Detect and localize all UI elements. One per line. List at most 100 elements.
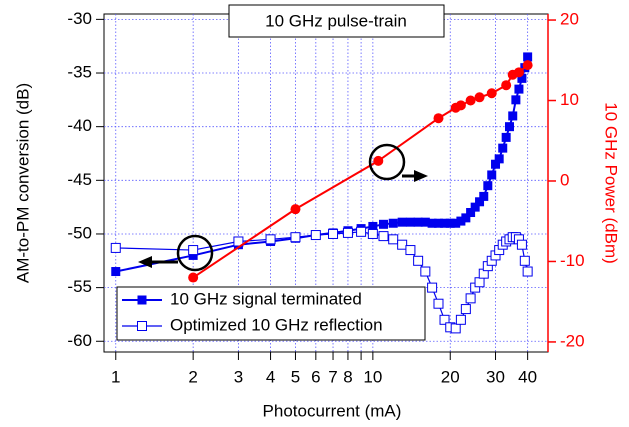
point (511, 95, 521, 105)
chart-title: 10 GHz pulse-train (265, 11, 407, 30)
point (310, 230, 321, 241)
point (466, 208, 476, 218)
point (516, 239, 527, 250)
point (445, 218, 455, 228)
point (523, 52, 533, 62)
point (367, 228, 378, 239)
point (188, 272, 199, 283)
point (405, 245, 416, 256)
series-line (115, 56, 529, 273)
legend-label: 10 GHz signal terminated (170, 289, 362, 308)
point (413, 255, 424, 266)
point (137, 295, 147, 305)
y-tick-label: -45 (67, 170, 92, 189)
y2-tick-label: 20 (560, 10, 579, 29)
y-tick-label: -55 (67, 277, 92, 296)
point (342, 227, 353, 238)
point (378, 219, 388, 229)
x-tick-label: 40 (518, 367, 537, 386)
point (461, 213, 471, 223)
point (522, 60, 533, 71)
y-axis-label: AM-to-PM conversion (dB) (13, 83, 32, 283)
point (110, 242, 121, 253)
y-tick-label: -40 (67, 116, 92, 135)
point (328, 228, 339, 239)
x-tick-label: 3 (234, 367, 243, 386)
x-tick-label: 8 (343, 367, 352, 386)
legend-label: Optimized 10 GHz reflection (170, 315, 383, 334)
point (501, 80, 512, 91)
point (474, 277, 485, 288)
point (504, 122, 514, 132)
point (111, 267, 121, 277)
point (465, 95, 476, 106)
point (188, 250, 198, 260)
y-tick-label: -60 (67, 331, 92, 350)
legend: 10 GHz signal terminated Optimized 10 GHz… (116, 286, 426, 341)
point (440, 218, 450, 228)
point (265, 234, 276, 245)
y2-tick-label: 0 (560, 170, 569, 189)
point (137, 321, 147, 331)
point (517, 73, 527, 83)
legend-box (116, 286, 426, 341)
y-tick-label: -35 (67, 63, 92, 82)
y2-tick-label: -10 (560, 251, 585, 270)
x-tick-label: 5 (291, 367, 300, 386)
point (433, 298, 444, 309)
point (460, 304, 471, 315)
point (522, 266, 533, 277)
point (420, 217, 430, 227)
point (433, 218, 443, 228)
point (514, 84, 524, 94)
annotation-circle (176, 234, 214, 272)
point (451, 218, 461, 228)
point (486, 88, 497, 99)
point (456, 216, 466, 226)
point (465, 293, 476, 304)
x-tick-label: 2 (188, 367, 197, 386)
point (519, 255, 530, 266)
point (368, 221, 378, 231)
point (439, 314, 450, 325)
y-tick-label: -50 (67, 223, 92, 242)
point (388, 218, 398, 228)
point (479, 191, 489, 201)
x-tick-label: 20 (441, 367, 460, 386)
point (513, 67, 524, 78)
x-axis-label: Photocurrent (mA) (263, 401, 402, 420)
point (494, 154, 504, 164)
x-tick-label: 4 (266, 367, 275, 386)
point (413, 217, 423, 227)
marks (110, 52, 533, 334)
x-tick-label: 6 (311, 367, 320, 386)
point (474, 92, 485, 103)
point (373, 155, 384, 166)
y2-tick-label: -20 (560, 331, 585, 350)
point (420, 266, 431, 277)
point (487, 170, 497, 180)
arrow-head (138, 256, 152, 268)
y2-tick-label: 10 (560, 90, 579, 109)
point (397, 217, 407, 227)
point (455, 100, 466, 111)
point (427, 282, 438, 293)
y-tick-label: -30 (67, 9, 92, 28)
point (498, 143, 508, 153)
point (290, 232, 301, 243)
point (388, 234, 399, 245)
x-tick-label: 1 (111, 367, 120, 386)
point (188, 245, 199, 256)
arrow-head (414, 170, 428, 182)
point (450, 323, 461, 334)
x-tick-label: 10 (363, 367, 382, 386)
x-tick-label: 7 (328, 367, 337, 386)
point (501, 132, 511, 142)
point (483, 181, 493, 191)
point (470, 202, 480, 212)
x-tick-label: 30 (486, 367, 505, 386)
point (475, 197, 485, 207)
point (233, 236, 244, 247)
point (455, 314, 466, 325)
